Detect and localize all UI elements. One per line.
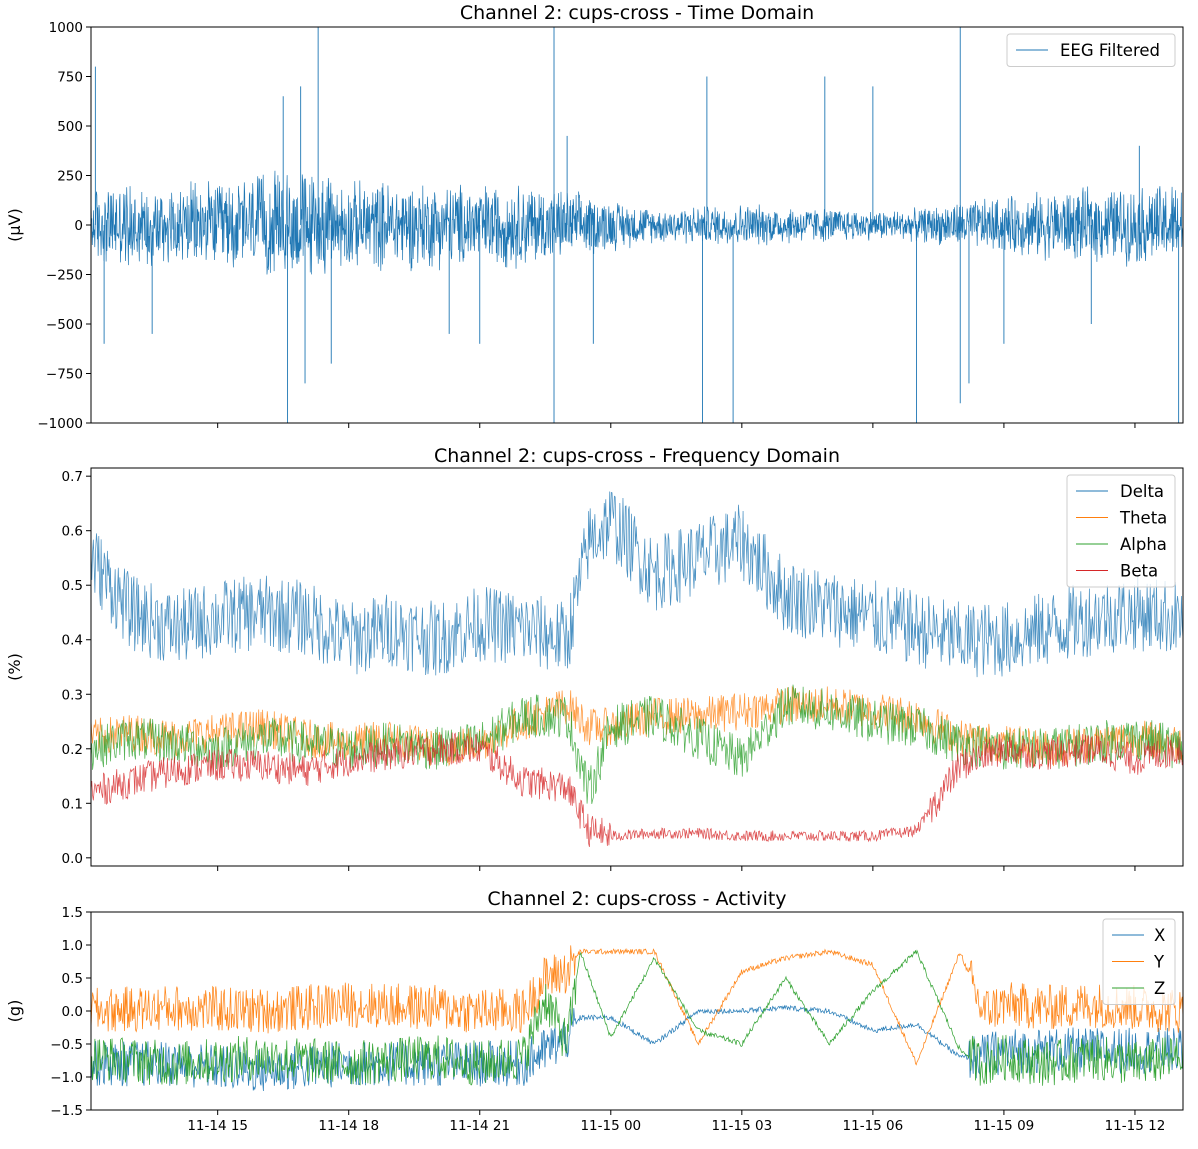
time-domain-legend: EEG Filtered <box>1006 33 1176 67</box>
legend-label: Z <box>1154 979 1165 998</box>
ytick-label: 750 <box>57 70 83 86</box>
time-domain-xticks <box>217 423 1136 428</box>
frequency-domain-yticks: 0.0 0.1 0.2 0.3 0.4 0.5 0.6 0.7 <box>62 469 91 867</box>
series-line-delta <box>91 491 1183 678</box>
ytick-label: 1.5 <box>62 905 83 921</box>
activity-xticks: 11-14 15 11-14 18 11-14 21 11-15 00 11-15 03… <box>187 1110 1165 1134</box>
ytick-label: 0.6 <box>62 524 83 540</box>
ytick-label: 0.4 <box>62 633 83 649</box>
legend-label: X <box>1154 926 1165 945</box>
xtick-label: 11-14 15 <box>187 1118 248 1134</box>
frequency-domain-xticks <box>217 866 1136 871</box>
ytick-label: 0.1 <box>62 796 83 812</box>
legend-label: Delta <box>1120 482 1164 501</box>
frequency-domain-panel: Channel 2: cups-cross - Frequency Domain… <box>5 445 1184 871</box>
ytick-label: −1000 <box>37 416 83 432</box>
series-line-eeg-filtered <box>91 170 1183 275</box>
ytick-label: −500 <box>46 317 83 333</box>
ytick-label: −1.0 <box>50 1070 83 1086</box>
ytick-label: 0.7 <box>62 469 83 485</box>
legend-box <box>1066 474 1176 588</box>
series-line-z <box>91 949 1183 1086</box>
activity-yticks: −1.5 −1.0 −0.5 0.0 0.5 1.0 1.5 <box>50 905 91 1119</box>
xtick-label: 11-15 03 <box>711 1118 772 1134</box>
legend-box <box>1006 33 1176 67</box>
xtick-label: 11-15 00 <box>580 1118 641 1134</box>
frequency-domain-title: Channel 2: cups-cross - Frequency Domain <box>434 445 840 467</box>
plot-frame <box>90 911 1184 1111</box>
ytick-label: 500 <box>57 119 83 135</box>
activity-title: Channel 2: cups-cross - Activity <box>487 888 786 910</box>
time-domain-yticks: −1000 −750 −500 −250 0 250 500 750 1000 <box>37 20 91 432</box>
legend-label: Beta <box>1120 562 1158 581</box>
frequency-domain-legend: Delta Theta Alpha Beta <box>1066 474 1176 588</box>
activity-ylabel: (g) <box>5 1000 24 1023</box>
series-line-beta <box>91 732 1183 847</box>
legend-label: EEG Filtered <box>1060 41 1160 60</box>
frequency-domain-plot-area <box>90 467 1184 867</box>
ytick-label: 0.5 <box>62 578 83 594</box>
time-domain-title: Channel 2: cups-cross - Time Domain <box>460 2 814 24</box>
activity-panel: Channel 2: cups-cross - Activity (g) −1.… <box>5 888 1184 1134</box>
ytick-label: −0.5 <box>50 1037 83 1053</box>
plot-frame <box>90 26 1184 424</box>
activity-plot-area <box>90 911 1184 1111</box>
xtick-label: 11-14 18 <box>318 1118 379 1134</box>
ytick-label: 0.0 <box>62 851 83 867</box>
ytick-label: 1.0 <box>62 938 83 954</box>
time-domain-panel: Channel 2: cups-cross - Time Domain (μV)… <box>5 2 1184 432</box>
legend-label: Theta <box>1119 509 1167 528</box>
time-domain-plot-area <box>90 26 1184 424</box>
legend-label: Y <box>1153 953 1165 972</box>
xtick-label: 11-15 12 <box>1105 1118 1166 1134</box>
legend-label: Alpha <box>1120 535 1167 554</box>
series-line-theta <box>91 685 1183 767</box>
xtick-label: 11-15 06 <box>843 1118 904 1134</box>
ytick-label: 0.2 <box>62 742 83 758</box>
ytick-label: 0.3 <box>62 687 83 703</box>
ytick-label: 250 <box>57 169 83 185</box>
ytick-label: −750 <box>46 367 83 383</box>
xtick-label: 11-14 21 <box>449 1118 510 1134</box>
ytick-label: 0.5 <box>62 971 83 987</box>
series-line-y <box>91 945 1183 1066</box>
ytick-label: 1000 <box>49 20 83 36</box>
xtick-label: 11-15 09 <box>974 1118 1035 1134</box>
time-domain-ylabel: (μV) <box>5 208 24 242</box>
plot-frame <box>90 467 1184 867</box>
frequency-domain-ylabel: (%) <box>5 653 24 681</box>
activity-legend: XYZ <box>1102 918 1176 1005</box>
ytick-label: 0 <box>74 218 83 234</box>
ytick-label: −1.5 <box>50 1103 83 1119</box>
series-line-x <box>91 1004 1183 1091</box>
ytick-label: 0.0 <box>62 1004 83 1020</box>
ytick-label: −250 <box>46 268 83 284</box>
